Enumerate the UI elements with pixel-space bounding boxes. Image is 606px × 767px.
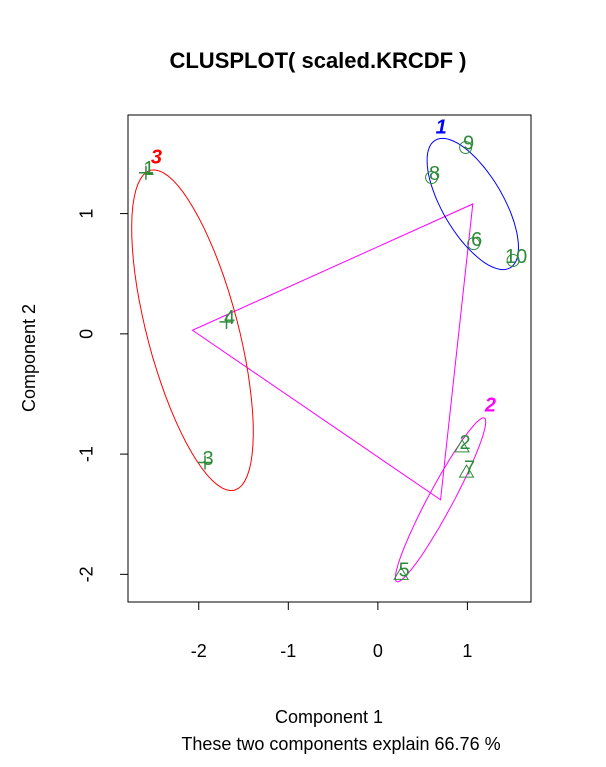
- point-label: 8: [429, 163, 440, 185]
- y-axis-label: Component 2: [19, 304, 39, 412]
- point-label: 7: [464, 457, 475, 479]
- plot-frame: [127, 114, 532, 603]
- point-marker: [219, 314, 234, 329]
- point-marker: [467, 237, 481, 251]
- x-tick-label: 0: [373, 641, 383, 661]
- point-marker: [425, 171, 439, 185]
- point-label: 2: [459, 432, 470, 454]
- x-tick-label: 1: [462, 641, 472, 661]
- point-label: 1: [143, 158, 154, 180]
- x-axis-label: Component 1: [275, 707, 383, 727]
- center-link: [191, 203, 474, 501]
- chart-title: CLUSPLOT( scaled.KRCDF ): [169, 48, 466, 73]
- point-marker: [458, 464, 475, 478]
- point-label: 10: [505, 246, 527, 268]
- cluster-ellipse: [426, 137, 520, 271]
- y-tick-label: -1: [77, 446, 97, 462]
- cluster-label: 1: [436, 117, 447, 139]
- y-tick-label: 0: [77, 329, 97, 339]
- cluster-ellipse: [394, 417, 487, 583]
- subtitle: These two components explain 66.76 %: [181, 734, 500, 754]
- cluster-label: 2: [484, 394, 496, 416]
- point-marker: [506, 253, 520, 267]
- point-label: 5: [399, 560, 410, 582]
- point-label: 4: [224, 307, 235, 329]
- point-marker: [138, 165, 153, 180]
- point-marker: [198, 455, 213, 470]
- y-tick-label: -2: [77, 566, 97, 582]
- point-label: 3: [202, 448, 213, 470]
- cluster-label: 3: [151, 147, 162, 169]
- point-label: 9: [463, 133, 474, 155]
- x-tick-label: -2: [191, 641, 207, 661]
- point-marker: [393, 566, 410, 580]
- x-tick-label: -1: [280, 641, 296, 661]
- point-marker: [459, 140, 473, 154]
- point-label: 6: [471, 229, 482, 251]
- cluster-ellipse: [131, 169, 254, 492]
- point-marker: [454, 438, 470, 453]
- y-tick-label: 1: [77, 209, 97, 219]
